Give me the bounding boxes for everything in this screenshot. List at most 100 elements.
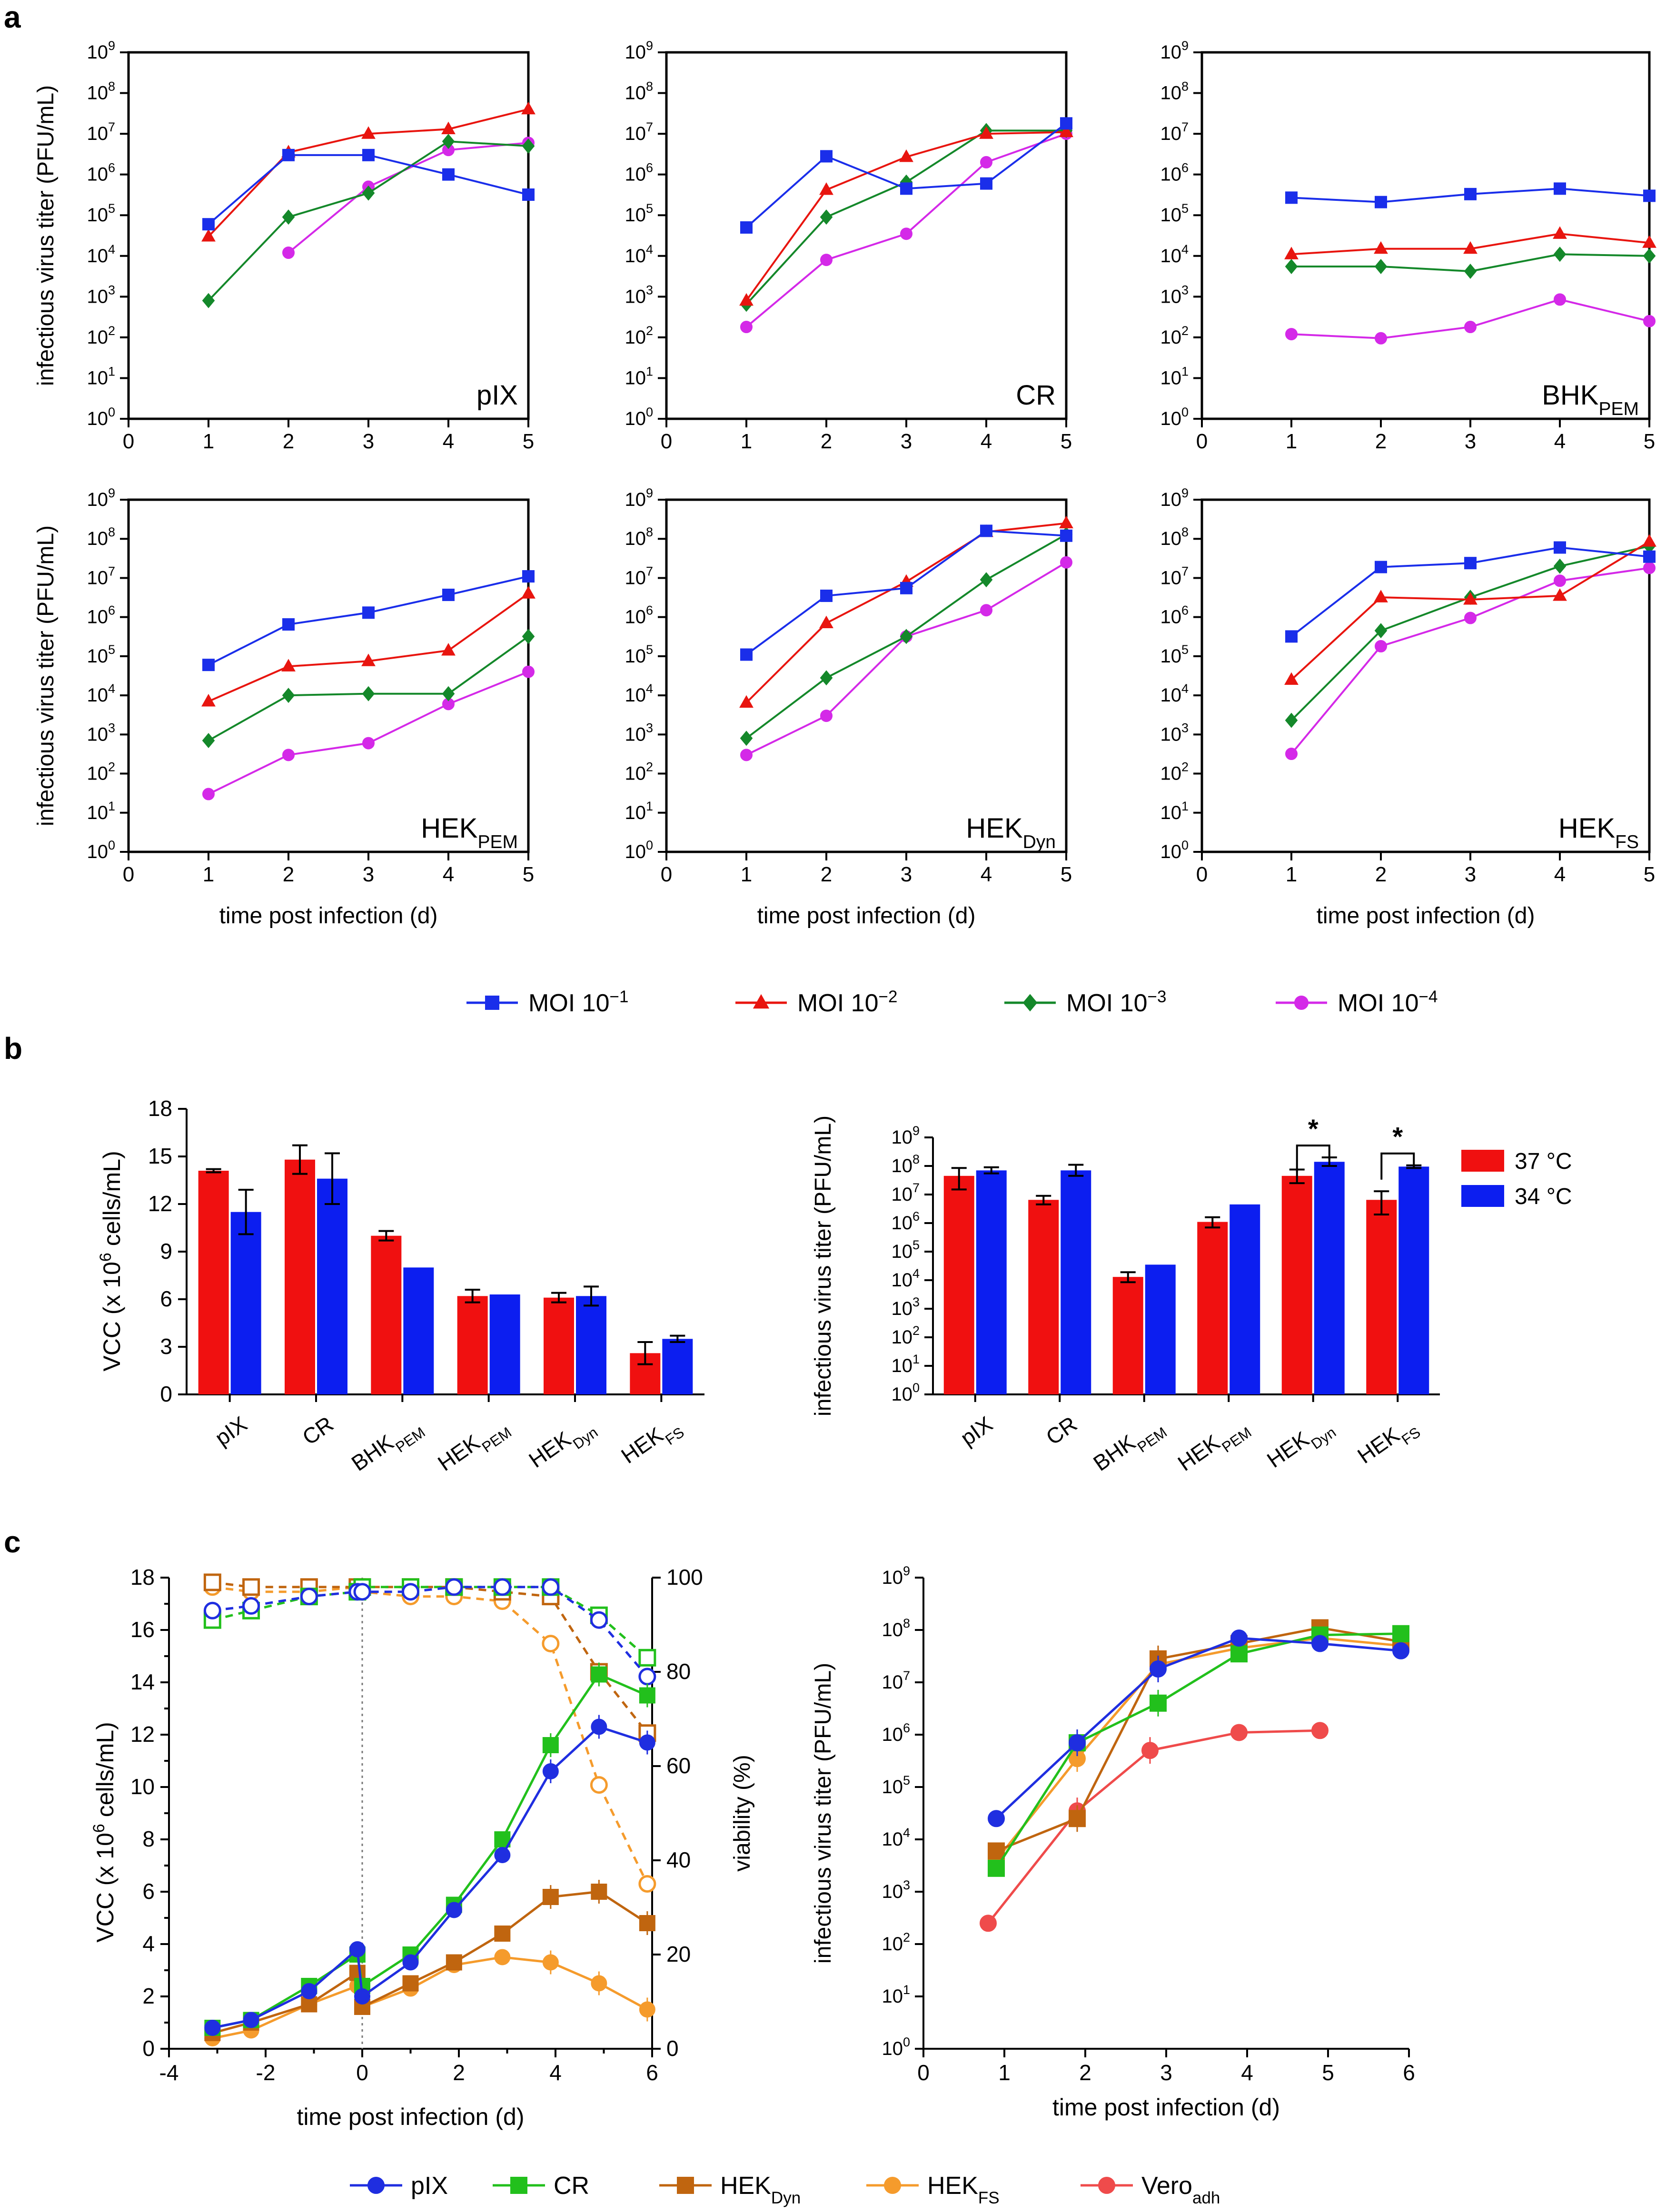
- a-2-moi2-point: [1059, 124, 1073, 138]
- a-2-moi2-point: [899, 149, 913, 162]
- b-legend-label-t37: 37 °C: [1515, 1149, 1572, 1174]
- c-viability-pIX-point: [542, 1578, 560, 1596]
- b-vcc-bar-t34: [662, 1339, 693, 1394]
- c-viability-HEKFS-point: [542, 1635, 560, 1653]
- b-titer-ytick-label: 105: [891, 1238, 920, 1262]
- b-vcc-ytick-label: 3: [160, 1334, 172, 1359]
- b-titer-bar-t37: [1028, 1200, 1059, 1394]
- b-titer-bar-t37: [1112, 1277, 1143, 1394]
- c-titer-HEKFS-line: [995, 1637, 1401, 1861]
- b-titer-bar-t37: [1197, 1222, 1228, 1394]
- a-4-ytick-label: 100: [87, 838, 115, 862]
- a-3-ytick-label: 100: [1160, 405, 1189, 429]
- c-viability-pIX-line: [212, 1586, 648, 1678]
- b-vcc-bar-t34: [576, 1296, 606, 1394]
- a-3-moi2-point: [1284, 247, 1299, 259]
- a-2-ytick-label: 104: [625, 242, 653, 267]
- c-vcc-pIX-point: [349, 1941, 366, 1957]
- a-6-moi3-point: [1553, 558, 1567, 574]
- c-titer-ytick-label: 108: [882, 1616, 910, 1640]
- c-vcc-ytick-label: 8: [142, 1827, 155, 1851]
- a-2-xtick-label: 1: [741, 430, 752, 453]
- a-4-ytick-label: 104: [87, 681, 115, 706]
- a-3-moi4-point: [1554, 293, 1566, 306]
- a-2-moi4-point: [740, 321, 753, 334]
- b-vcc-category-label: HEKFS: [616, 1412, 687, 1474]
- a-3-xtick-label: 1: [1286, 430, 1297, 453]
- b-titer-bar-t34: [1230, 1204, 1260, 1394]
- a-5-xlabel: time post infection (d): [757, 903, 976, 928]
- c-legend-marker-HEKDyn: [677, 2177, 694, 2194]
- c-titer-CR-line: [995, 1632, 1401, 1869]
- b-vcc-ytick-label: 0: [160, 1382, 172, 1406]
- b-titer-bar-t34: [1061, 1170, 1091, 1394]
- a-4-xtick-label: 4: [443, 863, 454, 886]
- a-3-moi3-point: [1374, 259, 1388, 274]
- c-viability-ytick-label: 40: [666, 1847, 691, 1872]
- a-legend-marker-moi4: [1294, 996, 1309, 1010]
- c-vcc-ytick-label: 16: [130, 1617, 155, 1642]
- c-legend-marker-Vero: [1098, 2177, 1115, 2194]
- a-4-ytick-label: 109: [87, 486, 115, 510]
- a-1-xtick-label: 2: [283, 430, 294, 453]
- a-6-ytick-label: 103: [1160, 721, 1189, 745]
- c-titer-HEKDyn-point: [988, 1842, 1005, 1860]
- a-6-xtick-label: 1: [1286, 863, 1297, 886]
- a-3-ytick-label: 105: [1160, 201, 1189, 226]
- b-titer-ytick-label: 106: [891, 1209, 920, 1234]
- a-4-moi4-point: [202, 788, 215, 800]
- a-3-moi4-point: [1375, 332, 1387, 345]
- c-vcc-CR-point: [639, 1687, 655, 1704]
- a-6-ytick-label: 107: [1160, 564, 1189, 588]
- b-vcc-category-label: pIX: [210, 1412, 251, 1451]
- c-titer-ytick-label: 104: [882, 1826, 910, 1850]
- b-vcc-bar-t34: [230, 1212, 261, 1394]
- c-viability-ytick-label: 0: [666, 2036, 679, 2061]
- a-5-ytick-label: 108: [625, 525, 653, 549]
- b-titer-significance-bracket: [1296, 1144, 1330, 1172]
- b-legend-swatch-t34: [1461, 1185, 1504, 1207]
- a-5-moi1-point: [820, 589, 833, 602]
- a-1-ytick-label: 100: [87, 405, 115, 429]
- a-6-moi3-point: [1374, 623, 1388, 639]
- a-5-xtick-label: 0: [661, 863, 672, 886]
- c-viability-ytick-label: 20: [666, 1942, 691, 1966]
- a-6-ytick-label: 109: [1160, 486, 1189, 510]
- a-4-moi3-point: [522, 629, 535, 644]
- c-vcc-HEKFS-point: [639, 2001, 655, 2018]
- b-vcc-category-label: BHKPEM: [347, 1412, 428, 1481]
- c-viability-pIX-point: [402, 1583, 419, 1601]
- c-viability-ytick-label: 100: [666, 1565, 703, 1590]
- a-2-moi1-point: [900, 182, 912, 195]
- a-5-ytick-label: 103: [625, 721, 653, 745]
- a-5-xtick-label: 4: [981, 863, 992, 886]
- c-vcc-HEKFS-point: [494, 1949, 511, 1965]
- a-legend-label-moi4: MOI 10−4: [1338, 988, 1438, 1017]
- a-3-xtick-label: 5: [1644, 430, 1655, 453]
- c-titer-Vero-point: [1230, 1724, 1248, 1741]
- c-vcc-HEKDyn-point: [446, 1954, 462, 1971]
- b-vcc-ytick-label: 15: [148, 1144, 172, 1168]
- a-4-moi4-point: [282, 749, 295, 761]
- a-4-ytick-label: 107: [87, 564, 115, 588]
- b-vcc-ytick-label: 18: [148, 1096, 172, 1121]
- b-titer-ytick-label: 102: [891, 1323, 920, 1348]
- c-titer-xlabel: time post infection (d): [1052, 2094, 1280, 2121]
- c-vcc-ytick-label: 14: [130, 1669, 155, 1694]
- a-2-ytick-label: 108: [625, 79, 653, 104]
- a-2-ytick-label: 107: [625, 120, 653, 144]
- a-4-moi1-point: [442, 588, 455, 601]
- b-vcc-ytick-label: 12: [148, 1191, 172, 1216]
- a-6-moi4-point: [1285, 748, 1298, 760]
- c-titer-Vero-point: [1141, 1742, 1159, 1759]
- a-3-ytick-label: 103: [1160, 283, 1189, 307]
- a-5-ytick-label: 102: [625, 760, 653, 784]
- a-3-moi2-point: [1374, 241, 1388, 254]
- b-vcc-bar-t37: [198, 1171, 229, 1394]
- a-3-moi1-point: [1464, 188, 1477, 200]
- a-4-ytick-label: 106: [87, 603, 115, 628]
- a-1-ytick-label: 106: [87, 161, 115, 185]
- a-6-moi2-point: [1463, 592, 1478, 605]
- a-3-moi3-point: [1553, 247, 1567, 262]
- c-vcc-ylabel: VCC (x 106 cells/mL): [90, 1722, 119, 1942]
